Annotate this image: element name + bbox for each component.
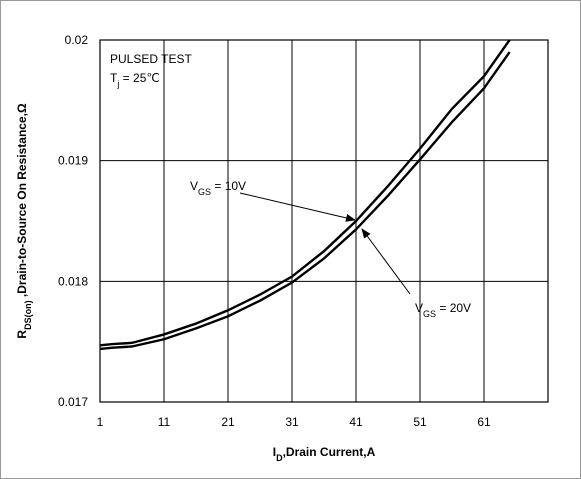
x-tick-label: 31 [285,415,299,429]
y-tick-label: 0.017 [58,395,88,409]
annotation-base: T [110,71,118,85]
series-line [99,51,511,351]
x-axis-label-base: I [273,445,276,459]
x-tick-label: 21 [221,415,235,429]
series-line [99,39,511,347]
x-axis-label-sub: D [276,453,283,463]
annotation: PULSED TEST [110,52,192,66]
plot-border [99,39,549,403]
x-tick-label: 11 [158,415,171,429]
annotation-sub: j [116,79,119,89]
y-axis-label-base: R [15,330,29,339]
series-label-base: V [190,179,198,193]
y-axis-label-sub: DS(on) [23,300,33,330]
y-axis-label: RDS(on) ,Drain-to-Source On Resistance,Ω [15,103,33,339]
x-tick-label: 41 [349,415,363,429]
arrow [239,192,356,222]
y-tick-label: 0.019 [58,154,88,168]
x-axis-label-rest: ,Drain Current,A [283,445,376,459]
series-label-rest: = 10V [211,179,246,193]
y-tick-label: 0.02 [65,33,89,47]
series-label-sub: GS [198,187,211,197]
annotation: Tj = 25℃ [110,71,160,89]
series-label-base: V [415,301,423,315]
x-tick-label: 1 [97,415,104,429]
series-label: VGS = 20V [415,301,471,319]
y-axis-label-rest: ,Drain-to-Source On Resistance,Ω [15,103,29,300]
series-label-rest: = 20V [436,301,471,315]
series-label: VGS = 10V [190,179,246,197]
series-label-sub: GS [423,309,436,319]
x-axis-label: ID,Drain Current,A [273,445,376,463]
annotation-rest: = 25℃ [119,71,160,85]
y-tick-label: 0.018 [58,274,88,288]
x-tick-label: 61 [477,415,491,429]
arrow [361,228,411,295]
x-tick-label: 51 [413,415,427,429]
